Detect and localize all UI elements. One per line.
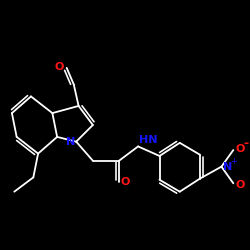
- Text: N: N: [66, 137, 75, 147]
- Text: O: O: [236, 144, 245, 154]
- Text: HN: HN: [139, 135, 158, 145]
- Text: O: O: [55, 62, 64, 72]
- Text: +: +: [230, 158, 237, 166]
- Text: O: O: [120, 177, 130, 187]
- Text: -: -: [243, 137, 248, 150]
- Text: N: N: [222, 162, 232, 172]
- Text: O: O: [236, 180, 245, 190]
